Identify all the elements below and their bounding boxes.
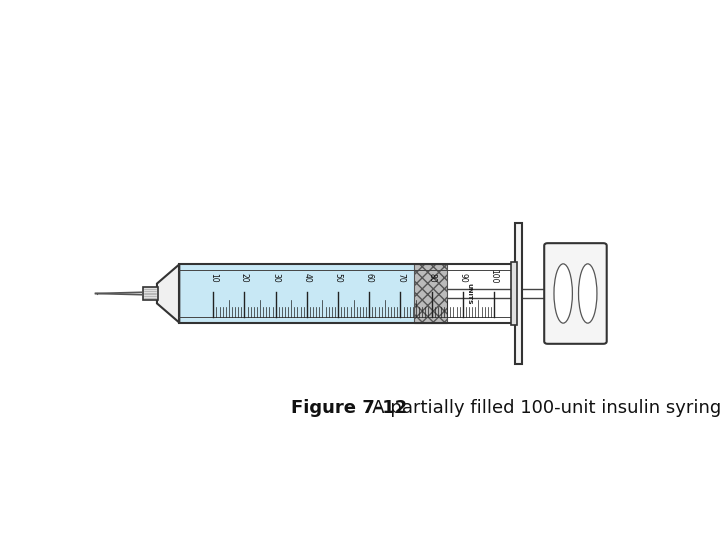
Text: 20: 20 (240, 273, 249, 283)
Bar (516, 223, 523, 364)
Text: Jahangir Moini: Jahangir Moini (137, 523, 201, 532)
Text: ALWAYS LEARNING: ALWAYS LEARNING (22, 512, 125, 522)
Polygon shape (157, 265, 179, 322)
Text: 30: 30 (271, 273, 280, 283)
Text: Figure 7-12: Figure 7-12 (291, 399, 407, 417)
Text: 40: 40 (302, 273, 311, 283)
Bar (179, 265, 413, 322)
Text: 100: 100 (490, 268, 498, 283)
Text: 60: 60 (365, 273, 374, 283)
Text: UNITS: UNITS (467, 282, 472, 305)
Bar (413, 265, 447, 322)
Text: 70: 70 (396, 273, 405, 283)
Text: 10: 10 (209, 273, 217, 283)
Bar (510, 262, 518, 325)
Text: 80: 80 (427, 273, 436, 283)
Text: PEARSON: PEARSON (594, 508, 698, 526)
Ellipse shape (554, 264, 572, 323)
Bar (143, 287, 158, 300)
Text: Focus on Pharmacology: Essentials for Health Professionals, Second Edition: Focus on Pharmacology: Essentials for He… (137, 507, 478, 516)
Text: A partially filled 100-unit insulin syringe.: A partially filled 100-unit insulin syri… (355, 399, 720, 417)
FancyBboxPatch shape (544, 243, 607, 344)
Text: 90: 90 (459, 273, 467, 283)
Bar (179, 265, 514, 322)
Text: 50: 50 (333, 273, 343, 283)
Ellipse shape (579, 264, 597, 323)
